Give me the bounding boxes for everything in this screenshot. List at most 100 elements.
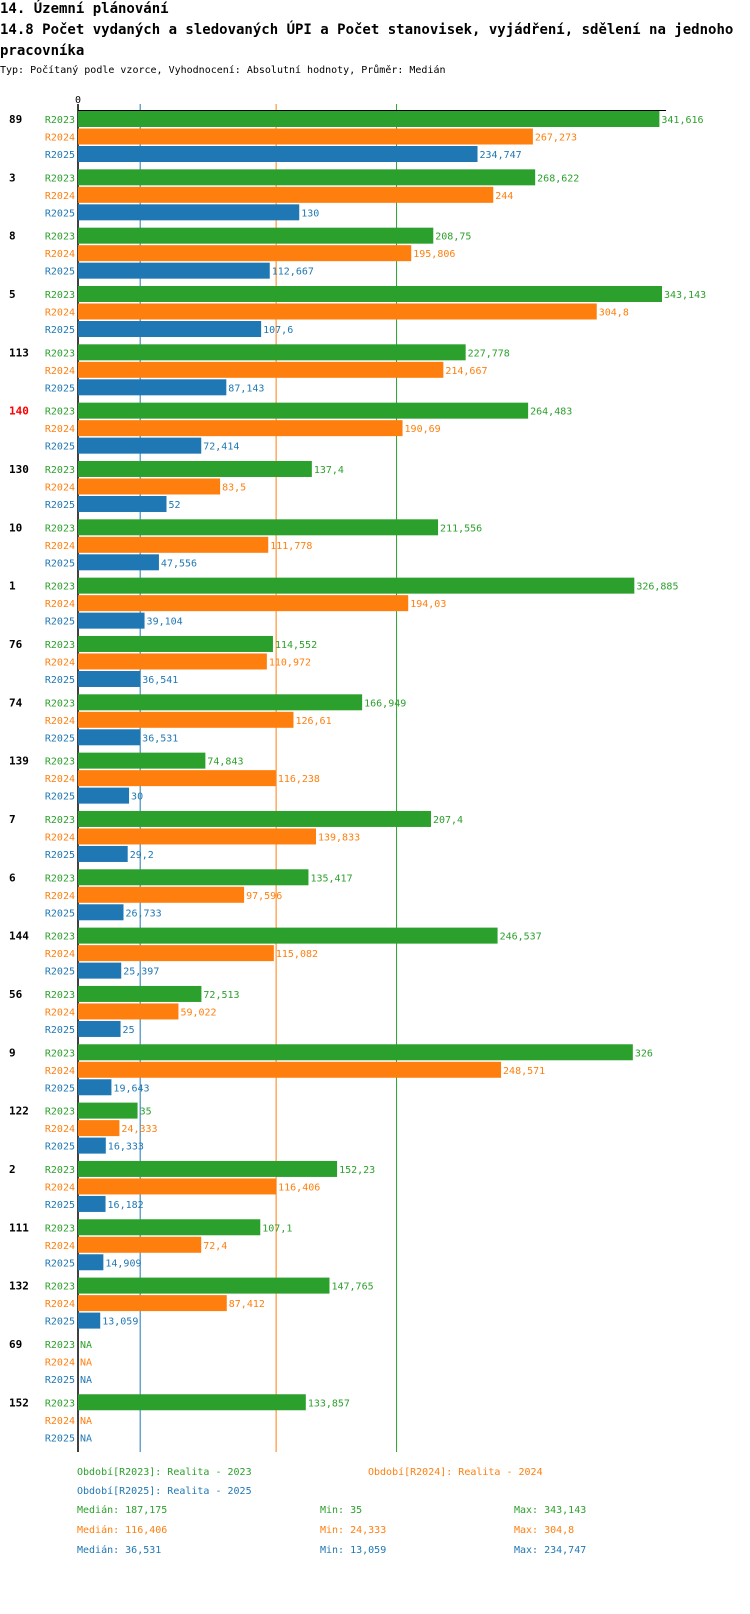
data-label: NA: [80, 1433, 92, 1444]
data-label: 72,414: [203, 442, 239, 453]
data-label: 39,104: [147, 617, 183, 628]
bar-56-r2025: [78, 1020, 121, 1037]
data-label: 35: [140, 1107, 152, 1118]
series-label-r2025: R2025: [45, 675, 75, 686]
data-label: 47,556: [161, 558, 197, 569]
bar-132-r2023: [78, 1277, 330, 1294]
bar-2-r2023: [78, 1160, 338, 1177]
legend-r2025-period: Období[R2025]: Realita - 2025: [77, 1486, 252, 1497]
series-label-r2024: R2024: [45, 1299, 75, 1310]
category-label: 111: [9, 1221, 29, 1234]
series-label-r2025: R2025: [45, 442, 75, 453]
series-label-r2024: R2024: [45, 1066, 75, 1077]
data-label: 126,61: [295, 716, 331, 727]
bar-144-r2024: [78, 945, 274, 962]
bar-9-r2023: [78, 1044, 633, 1061]
series-label-r2025: R2025: [45, 617, 75, 628]
data-label: 52: [168, 500, 180, 511]
series-label-r2025: R2025: [45, 1433, 75, 1444]
bar-130-r2024: [78, 478, 221, 495]
data-label: 190,69: [405, 424, 441, 435]
series-label-r2023: R2023: [45, 1107, 75, 1118]
series-label-r2024: R2024: [45, 1416, 75, 1427]
series-label-r2025: R2025: [45, 208, 75, 219]
series-label-r2025: R2025: [45, 733, 75, 744]
category-label: 10: [9, 521, 22, 534]
bar-3-r2023: [78, 169, 536, 186]
bar-56-r2023: [78, 985, 202, 1002]
bar-76-r2023: [78, 635, 273, 652]
series-label-r2023: R2023: [45, 990, 75, 1001]
series-label-r2024: R2024: [45, 949, 75, 960]
series-label-r2023: R2023: [45, 173, 75, 184]
data-label: 13,059: [102, 1317, 138, 1328]
series-label-r2025: R2025: [45, 558, 75, 569]
bar-5-r2025: [78, 320, 262, 337]
chart-title: 14.8 Počet vydaných a sledovaných ÚPI a …: [0, 22, 734, 59]
bar-7-r2025: [78, 845, 128, 862]
data-label: 133,857: [308, 1398, 350, 1409]
data-label: 248,571: [503, 1066, 545, 1077]
series-label-r2024: R2024: [45, 1007, 75, 1018]
category-label: 152: [9, 1396, 29, 1409]
stat-r2023-min: Min: 35: [320, 1505, 363, 1516]
data-label: 110,972: [269, 657, 311, 668]
bar-8-r2024: [78, 245, 412, 262]
series-label-r2023: R2023: [45, 1340, 75, 1351]
data-label: 115,082: [276, 949, 318, 960]
category-label: 113: [9, 346, 29, 359]
category-label: 132: [9, 1280, 29, 1293]
series-label-r2024: R2024: [45, 774, 75, 785]
series-label-r2024: R2024: [45, 1182, 75, 1193]
data-label: 114,552: [275, 640, 317, 651]
category-label: 5: [9, 288, 16, 301]
stat-r2025-min: Min: 13,059: [320, 1545, 387, 1556]
category-label: 56: [9, 988, 23, 1001]
data-label: NA: [80, 1340, 92, 1351]
series-label-r2025: R2025: [45, 383, 75, 394]
data-label: 107,1: [262, 1223, 292, 1234]
data-label: 29,2: [130, 850, 154, 861]
bar-74-r2023: [78, 694, 363, 711]
category-label: 122: [9, 1105, 29, 1118]
series-label-r2024: R2024: [45, 424, 75, 435]
series-label-r2024: R2024: [45, 716, 75, 727]
data-label: 194,03: [410, 599, 446, 610]
data-label: 19,643: [113, 1083, 149, 1094]
data-label: 341,616: [661, 115, 703, 126]
x-tick-label-zero: 0: [75, 95, 81, 106]
category-label: 139: [9, 755, 29, 768]
data-label: 139,833: [318, 832, 360, 843]
stat-r2024-max: Max: 304,8: [514, 1525, 575, 1536]
series-label-r2025: R2025: [45, 325, 75, 336]
series-label-r2023: R2023: [45, 1165, 75, 1176]
bar-8-r2025: [78, 262, 270, 279]
data-label: 87,143: [228, 383, 264, 394]
bar-8-r2023: [78, 227, 434, 244]
data-label: 25,397: [123, 967, 159, 978]
bar-1-r2025: [78, 612, 145, 629]
page-title: 14. Územní plánování: [0, 1, 169, 17]
category-label: 69: [9, 1338, 22, 1351]
data-label: 147,765: [331, 1282, 373, 1293]
bar-140-r2024: [78, 420, 403, 437]
bar-3-r2024: [78, 186, 494, 203]
bar-113-r2024: [78, 361, 444, 378]
bar-140-r2025: [78, 437, 202, 454]
series-label-r2024: R2024: [45, 1124, 75, 1135]
bar-113-r2025: [78, 379, 227, 396]
series-label-r2023: R2023: [45, 465, 75, 476]
series-label-r2024: R2024: [45, 191, 75, 202]
series-label-r2025: R2025: [45, 967, 75, 978]
bar-76-r2024: [78, 653, 267, 670]
bar-5-r2024: [78, 303, 597, 320]
category-label: 130: [9, 463, 29, 476]
bar-130-r2023: [78, 460, 312, 477]
bar-7-r2023: [78, 810, 431, 827]
data-label: 14,909: [105, 1258, 141, 1269]
data-label: NA: [80, 1416, 92, 1427]
series-label-r2024: R2024: [45, 657, 75, 668]
series-label-r2024: R2024: [45, 307, 75, 318]
data-label: 244: [495, 191, 513, 202]
